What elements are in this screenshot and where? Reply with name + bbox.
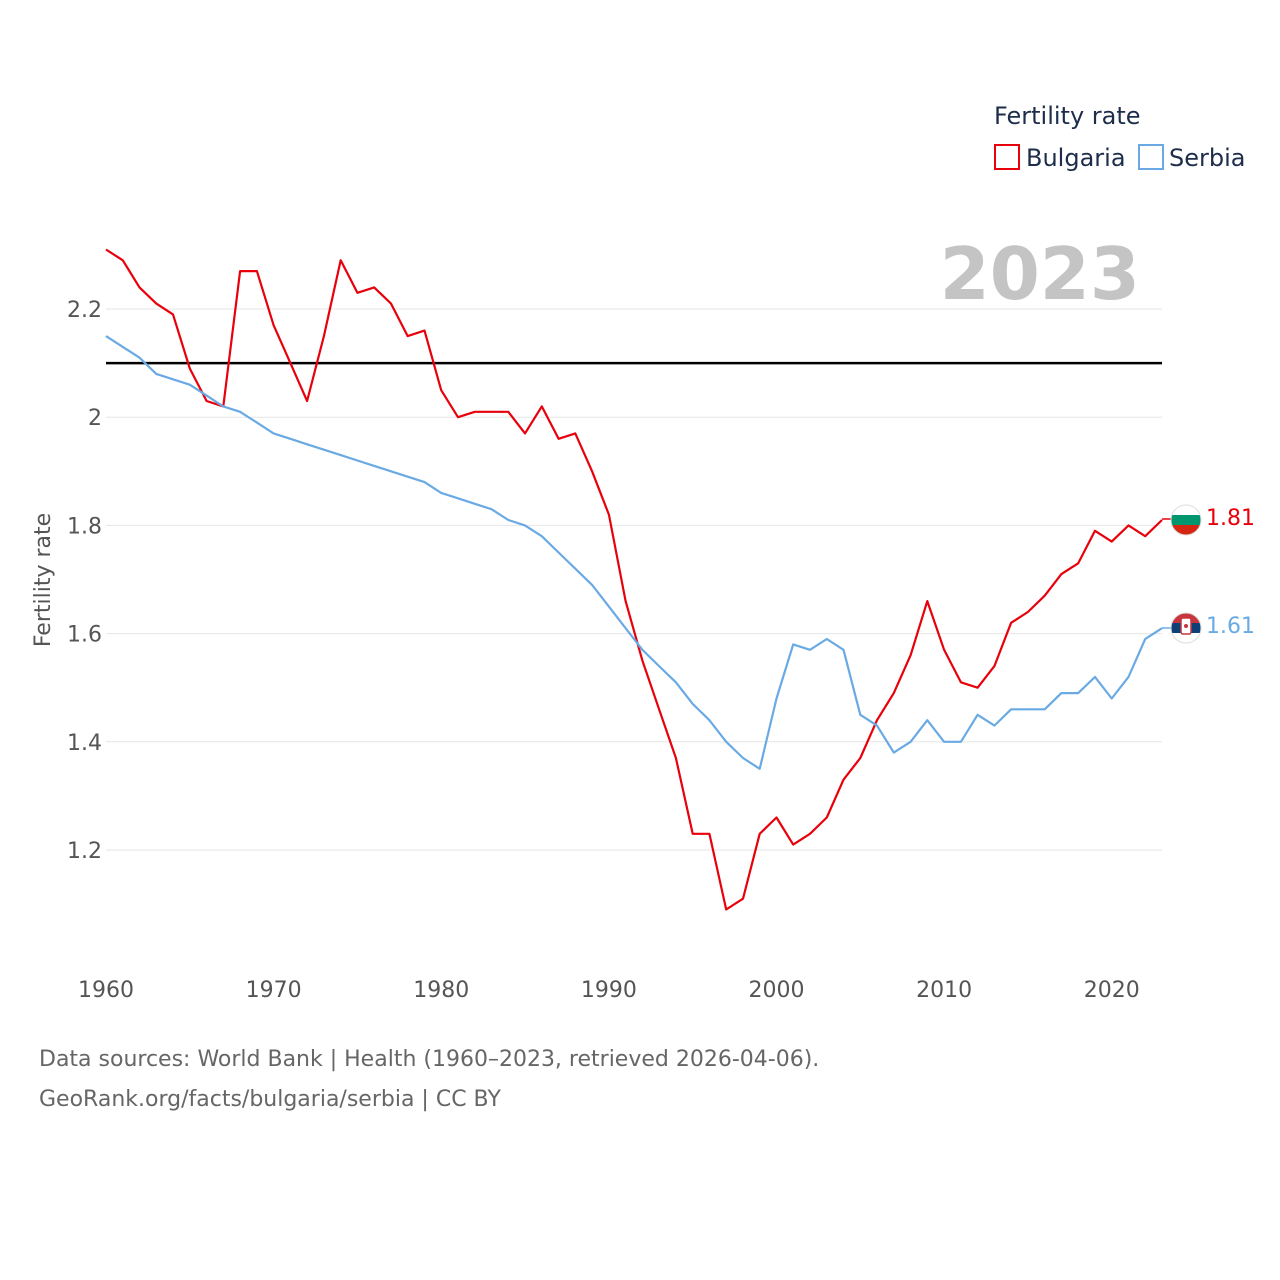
attribution-link[interactable]: GeoRank.org/facts/bulgaria/serbia | CC B…	[39, 1087, 501, 1112]
y-tick-label: 1.4	[67, 731, 102, 756]
series-line-serbia[interactable]	[105, 335, 1163, 770]
y-tick-label: 2.2	[67, 298, 102, 323]
bulgaria-flag-icon	[1162, 504, 1202, 536]
data-sources-text: Data sources: World Bank | Health (1960–…	[39, 1047, 820, 1072]
y-axis-label: Fertility rate	[31, 513, 56, 647]
legend-swatch-serbia[interactable]	[1138, 144, 1164, 170]
legend-label-bulgaria[interactable]: Bulgaria	[1026, 144, 1126, 172]
bulgaria-end-value: 1.81	[1206, 506, 1255, 531]
x-tick-label: 1970	[246, 978, 302, 1003]
x-tick-label: 1990	[581, 978, 637, 1003]
y-axis-ticks: 1.2 1.4 1.6 1.8 2 2.2	[67, 298, 102, 864]
year-label: 2023	[940, 232, 1140, 316]
gridlines	[106, 308, 1162, 851]
legend-title: Fertility rate	[994, 102, 1141, 130]
source-footer: Data sources: World Bank | Health (1960–…	[39, 1040, 819, 1120]
series-lines	[105, 248, 1163, 911]
serbia-end-value: 1.61	[1206, 614, 1255, 639]
x-tick-label: 2000	[748, 978, 804, 1003]
x-tick-label: 2010	[916, 978, 972, 1003]
series-line-bulgaria[interactable]	[105, 248, 1163, 911]
y-tick-label: 2	[88, 406, 102, 431]
x-tick-label: 1960	[78, 978, 134, 1003]
legend-swatch-bulgaria[interactable]	[994, 144, 1020, 170]
legend-label-serbia[interactable]: Serbia	[1169, 144, 1245, 172]
legend: Fertility rate Bulgaria Serbia	[994, 102, 1245, 172]
x-tick-label: 1980	[413, 978, 469, 1003]
x-axis-ticks: 1960 1970 1980 1990 2000 2010 2020	[78, 978, 1140, 1003]
y-tick-label: 1.2	[67, 839, 102, 864]
y-tick-label: 1.8	[67, 514, 102, 539]
serbia-flag-icon	[1162, 612, 1202, 644]
y-tick-label: 1.6	[67, 623, 102, 648]
x-tick-label: 2020	[1084, 978, 1140, 1003]
